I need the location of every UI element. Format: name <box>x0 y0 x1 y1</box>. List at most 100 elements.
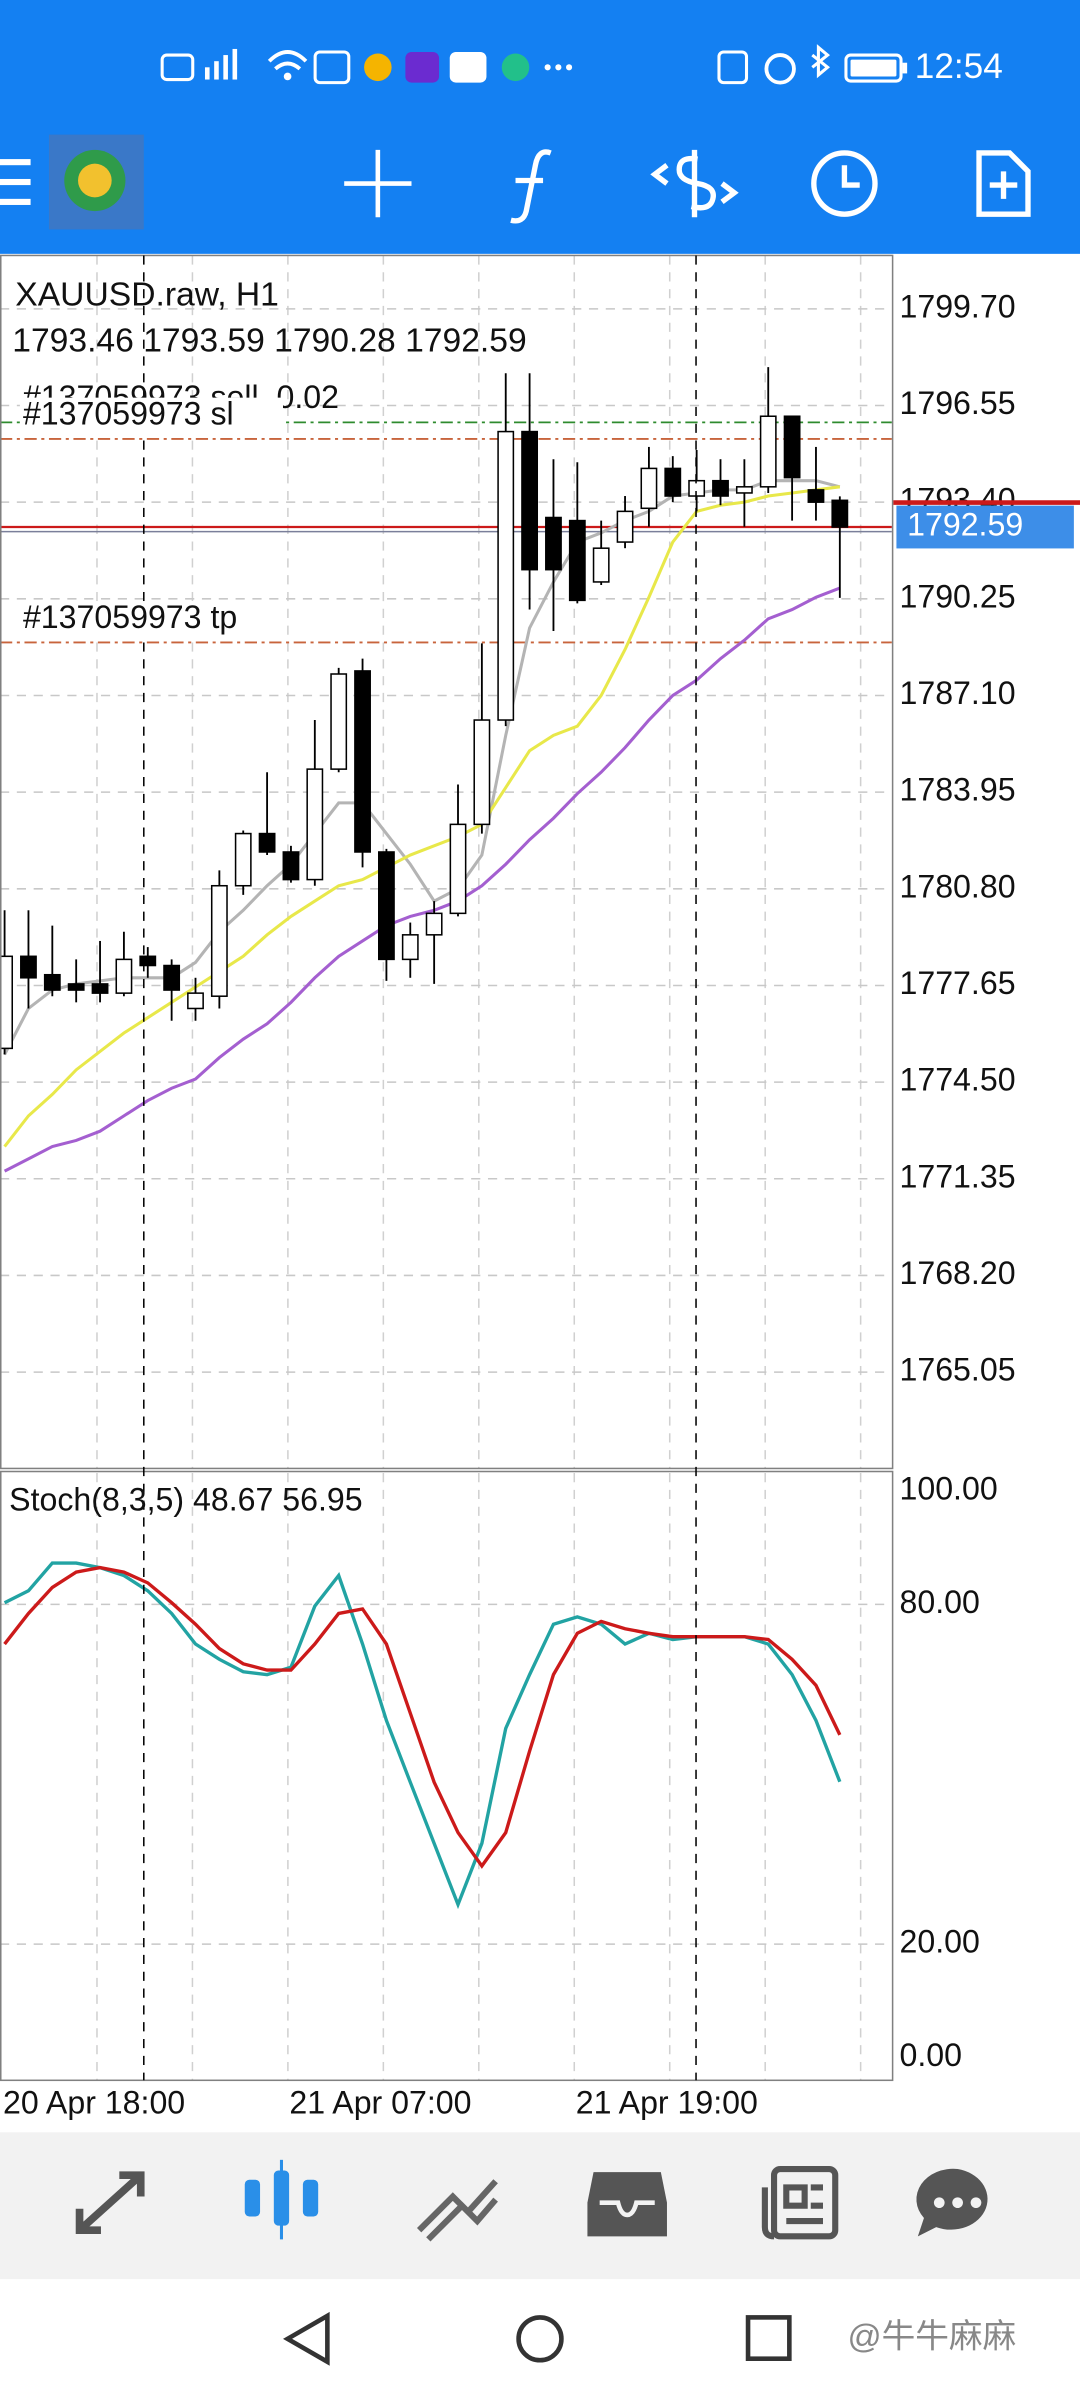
crosshair-button[interactable] <box>344 149 412 218</box>
candle-body <box>497 430 515 721</box>
y-tick-label: 100.00 <box>899 1471 997 1507</box>
chart-tab[interactable] <box>244 2159 319 2240</box>
app-icon <box>405 52 440 83</box>
battery-tip <box>902 62 908 74</box>
trade-button[interactable] <box>650 149 739 218</box>
candle-body <box>0 955 14 1050</box>
menu-bar <box>0 198 31 205</box>
chat-dot <box>933 2197 945 2209</box>
candle-body <box>807 489 825 503</box>
chat-dot <box>970 2197 982 2209</box>
more-dot <box>544 64 551 71</box>
app-icon <box>449 52 487 83</box>
trade-tab[interactable] <box>416 2179 498 2242</box>
y-tick-label: 1774.50 <box>899 1062 1015 1098</box>
candle-body <box>592 547 610 583</box>
candle-body <box>43 973 61 991</box>
candle-body <box>378 851 395 961</box>
chat-dot <box>952 2197 963 2209</box>
bid-box <box>896 505 1074 549</box>
candle-body <box>616 510 634 543</box>
candle-body <box>735 486 753 494</box>
battery-icon <box>844 53 903 83</box>
clock-hands <box>841 165 860 188</box>
x-tick-label: 21 Apr 07:00 <box>289 2084 471 2120</box>
watermark: @牛牛麻麻 <box>847 2318 1016 2356</box>
history-tab[interactable] <box>587 2172 667 2237</box>
candle-body <box>20 955 37 979</box>
app-icon <box>364 53 392 82</box>
y-tick-label: 1783.95 <box>899 772 1015 808</box>
signal-bar <box>232 48 238 80</box>
menu-bar <box>0 159 31 166</box>
home-button[interactable] <box>516 2315 564 2363</box>
recents-button[interactable] <box>745 2315 792 2361</box>
y-tick-label: 1765.05 <box>899 1352 1015 1388</box>
candle-body <box>712 479 729 497</box>
app-logo[interactable] <box>48 134 144 230</box>
y-tick-label: 0.00 <box>899 2037 962 2073</box>
alarm-icon <box>764 53 796 85</box>
candle-body <box>783 415 801 479</box>
indicators-button[interactable] <box>510 149 552 224</box>
news-lines <box>761 2184 824 2240</box>
back-button[interactable] <box>283 2311 330 2366</box>
chart-icon-candle <box>302 2179 319 2217</box>
chat-tab[interactable] <box>916 2168 988 2237</box>
candle-body <box>282 851 300 881</box>
status-time: 12:54 <box>915 47 1003 86</box>
clock-face <box>811 150 878 217</box>
order-label-bg <box>19 397 284 435</box>
label-layer: 1799.701796.551793.401790.251787.101783.… <box>3 277 1080 2120</box>
doc-outline <box>976 150 1031 217</box>
candle-body <box>401 934 419 961</box>
y-tick-label: 1768.20 <box>899 1255 1015 1291</box>
candle-body <box>187 992 204 1010</box>
menu-button[interactable] <box>0 159 31 205</box>
y-tick-label: 80.00 <box>899 1584 979 1620</box>
y-tick-label: 1771.35 <box>899 1158 1015 1194</box>
candle-body <box>521 430 539 571</box>
y-tick-label: 1777.65 <box>899 965 1015 1001</box>
candle-body <box>545 516 562 571</box>
candle-body <box>234 832 252 887</box>
y-tick-label: 1780.80 <box>899 868 1015 904</box>
more-dot <box>555 64 562 71</box>
system-nav <box>0 2279 1080 2400</box>
nfc-icon <box>717 50 749 85</box>
candle-body <box>354 670 371 853</box>
candle-body <box>306 768 324 881</box>
stoch-line <box>3 1565 842 1869</box>
news-tab[interactable] <box>761 2165 839 2240</box>
period-button[interactable] <box>811 150 878 217</box>
signal-bar <box>214 61 219 80</box>
order-label-bg <box>19 601 284 638</box>
order-label: #137059973 tp <box>23 599 237 635</box>
candle-body <box>425 912 443 936</box>
status-icons <box>160 44 908 85</box>
hd-icon <box>160 53 195 82</box>
menu-bar <box>0 178 31 186</box>
bottom-nav <box>0 2132 1080 2280</box>
quotes-tab[interactable] <box>75 2171 145 2235</box>
symbol-title: XAUUSD.raw, H1 <box>15 277 279 314</box>
app-icon <box>501 53 530 82</box>
candle-body <box>759 415 777 488</box>
y-tick-label: 1799.70 <box>899 288 1015 324</box>
news-icon <box>770 2165 839 2240</box>
app-header <box>0 0 1080 254</box>
candle-body <box>640 467 658 510</box>
chart-icon-wick <box>279 2159 284 2240</box>
quotes-icon <box>75 2171 145 2235</box>
more-dot <box>566 64 573 71</box>
new-order-button[interactable] <box>976 150 1031 217</box>
x-tick-label: 21 Apr 19:00 <box>576 2084 758 2120</box>
candle-body <box>473 719 491 826</box>
y-tick-label: 1796.55 <box>899 385 1015 421</box>
candle-body <box>139 955 157 967</box>
candle-body <box>163 964 181 991</box>
app-icon <box>313 50 351 85</box>
candle-body <box>67 983 85 991</box>
